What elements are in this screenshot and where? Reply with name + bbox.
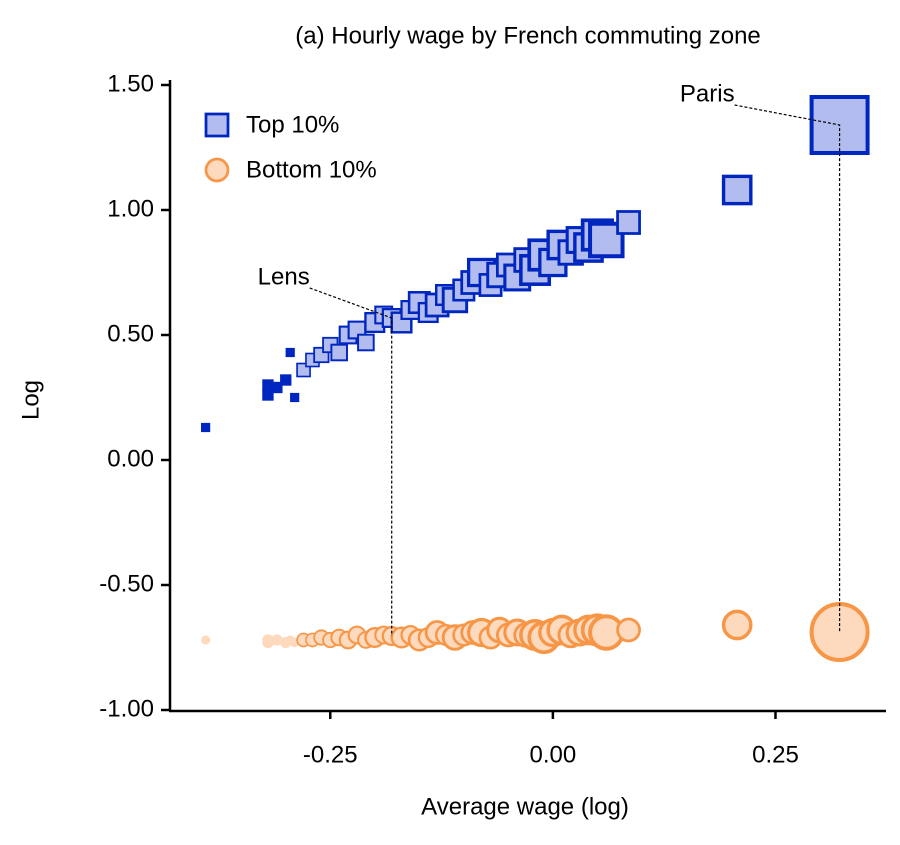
square-marker: [262, 389, 274, 401]
circle-marker: [616, 617, 641, 643]
square-marker: [285, 347, 295, 358]
square-marker: [280, 374, 292, 386]
x-tick-label: 0.00: [530, 741, 577, 768]
x-axis-label: Average wage (log): [421, 793, 629, 820]
square-marker: [721, 174, 753, 206]
circle-marker: [201, 635, 211, 645]
circle-marker: [721, 609, 753, 641]
y-tick-label: 0.00: [107, 445, 154, 472]
square-marker: [357, 333, 375, 352]
x-tick-label: -0.25: [303, 741, 358, 768]
annotation-leader: [734, 104, 841, 632]
y-tick-label: 0.50: [107, 320, 154, 347]
annotation-leader: [309, 287, 393, 636]
annotation-label: Paris: [680, 80, 735, 107]
legend-label: Bottom 10%: [246, 156, 377, 183]
y-tick-label: 1.50: [107, 70, 154, 97]
circle-marker: [809, 602, 870, 662]
square-marker: [330, 343, 348, 362]
annotation-label: Lens: [258, 263, 310, 290]
circle-marker: [204, 157, 230, 183]
y-tick-label: -1.00: [99, 695, 154, 722]
x-tick-label: 0.25: [752, 741, 799, 768]
y-tick-label: 1.00: [107, 195, 154, 222]
chart-title: (a) Hourly wage by French commuting zone: [295, 22, 761, 49]
square-marker: [588, 221, 625, 259]
circle-marker: [271, 634, 283, 646]
square-marker: [290, 392, 300, 403]
y-axis-label: Log: [17, 380, 44, 420]
legend-label: Top 10%: [246, 111, 339, 138]
square-marker: [201, 422, 211, 433]
circle-marker: [262, 636, 274, 649]
square-marker: [262, 379, 274, 391]
square-marker: [204, 112, 230, 138]
square-marker: [616, 210, 641, 235]
square-marker: [271, 381, 283, 394]
y-tick-label: -0.50: [99, 570, 154, 597]
